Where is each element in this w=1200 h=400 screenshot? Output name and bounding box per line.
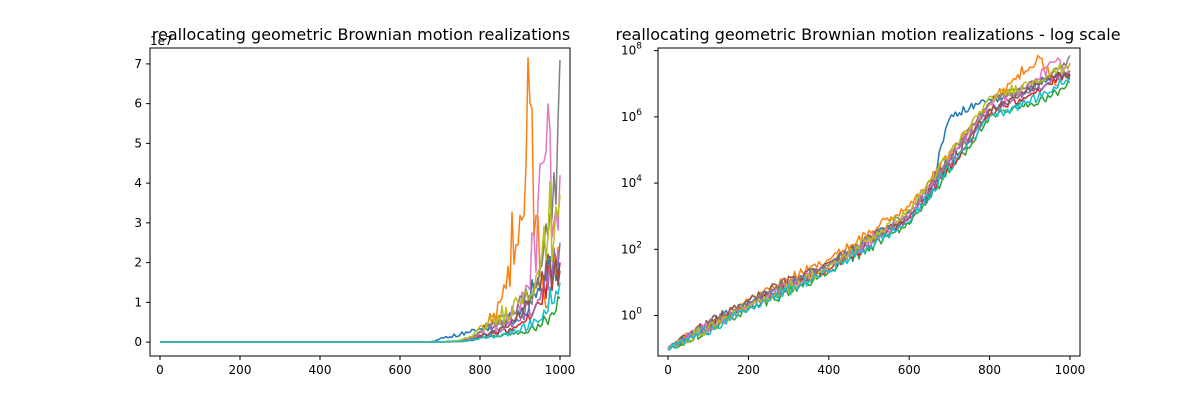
plot-frame (657, 47, 1081, 357)
x-tick-label: 1000 (545, 363, 576, 377)
x-tick-label: 600 (389, 363, 412, 377)
ticks: 0 200 400 600 800 1000 0 1 2 3 4 5 6 7 (134, 57, 575, 377)
y-tick-label: 5 (134, 136, 142, 150)
series-line-7 (160, 103, 561, 343)
x-tick-label: 400 (309, 363, 332, 377)
series-line-5 (160, 242, 561, 343)
series-line-2 (160, 57, 561, 343)
chart-title: reallocating geometric Brownian motion r… (152, 25, 570, 44)
x-tick-label: 800 (469, 363, 492, 377)
y-tick-label: 0 (134, 335, 142, 349)
x-tick-label: 200 (737, 363, 760, 377)
y-tick-label: 2 (134, 256, 142, 270)
x-tick-label: 600 (898, 363, 921, 377)
linear-chart: reallocating geometric Brownian motion r… (134, 25, 575, 377)
series-lines (160, 57, 561, 343)
series-line-3 (667, 81, 1071, 349)
y-tick-label: 102 (621, 240, 642, 256)
y-tick-label: 104 (621, 174, 642, 190)
series-lines (667, 54, 1071, 351)
y-tick-label: 108 (621, 42, 642, 58)
log-chart: reallocating geometric Brownian motion r… (615, 25, 1120, 377)
y-tick-label: 7 (134, 57, 142, 71)
ticks: 0 200 400 600 800 1000 100 102 104 106 108 (621, 42, 1085, 377)
series-line-6 (160, 253, 561, 343)
x-tick-label: 800 (978, 363, 1001, 377)
y-tick-label: 6 (134, 97, 142, 111)
series-line-9 (667, 62, 1071, 351)
series-line-10 (160, 282, 561, 343)
x-tick-label: 1000 (1055, 363, 1086, 377)
y-tick-label: 3 (134, 216, 142, 230)
series-line-8 (160, 59, 561, 343)
x-tick-label: 0 (156, 363, 164, 377)
y-tick-label: 100 (621, 307, 642, 323)
y-tick-label: 1 (134, 295, 142, 309)
series-line-10 (667, 77, 1071, 351)
x-tick-label: 400 (817, 363, 840, 377)
x-tick-label: 0 (664, 363, 672, 377)
y-tick-label: 106 (621, 108, 642, 124)
series-line-9 (160, 180, 561, 343)
y-offset-label: 1e7 (150, 34, 173, 48)
chart-title: reallocating geometric Brownian motion r… (615, 25, 1120, 44)
plot-frame (149, 47, 571, 357)
x-tick-label: 200 (229, 363, 252, 377)
series-line-4 (667, 72, 1071, 349)
y-tick-label: 4 (134, 176, 142, 190)
